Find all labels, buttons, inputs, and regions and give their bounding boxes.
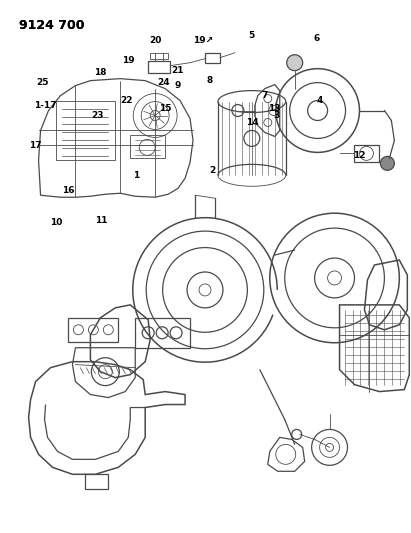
Text: 13: 13 xyxy=(268,104,281,113)
Text: 9124 700: 9124 700 xyxy=(18,19,84,32)
Text: 14: 14 xyxy=(247,118,259,127)
Circle shape xyxy=(287,55,302,71)
Text: 1-17: 1-17 xyxy=(34,101,57,110)
Circle shape xyxy=(381,156,395,171)
Text: 19: 19 xyxy=(122,56,134,65)
Text: 20: 20 xyxy=(149,36,162,45)
Text: 25: 25 xyxy=(36,78,49,87)
Text: 18: 18 xyxy=(94,68,106,77)
Text: 12: 12 xyxy=(353,151,366,160)
Text: 15: 15 xyxy=(159,104,171,113)
Text: 6: 6 xyxy=(314,34,320,43)
Text: 24: 24 xyxy=(157,78,169,87)
Text: 10: 10 xyxy=(50,217,63,227)
Text: 9124 700: 9124 700 xyxy=(18,19,84,32)
Text: 5: 5 xyxy=(249,31,255,41)
Text: 3: 3 xyxy=(274,111,280,120)
Text: 22: 22 xyxy=(120,96,132,105)
Text: 19↗: 19↗ xyxy=(193,36,213,45)
Text: 2: 2 xyxy=(209,166,215,175)
Text: 16: 16 xyxy=(62,186,75,195)
Text: 1: 1 xyxy=(133,171,139,180)
Text: 8: 8 xyxy=(207,76,213,85)
Text: 9: 9 xyxy=(175,81,181,90)
Text: 23: 23 xyxy=(91,111,104,120)
Text: 4: 4 xyxy=(316,96,323,105)
Text: 7: 7 xyxy=(262,91,268,100)
Text: 21: 21 xyxy=(171,66,183,75)
Text: 17: 17 xyxy=(29,141,42,150)
Text: 11: 11 xyxy=(95,216,108,224)
